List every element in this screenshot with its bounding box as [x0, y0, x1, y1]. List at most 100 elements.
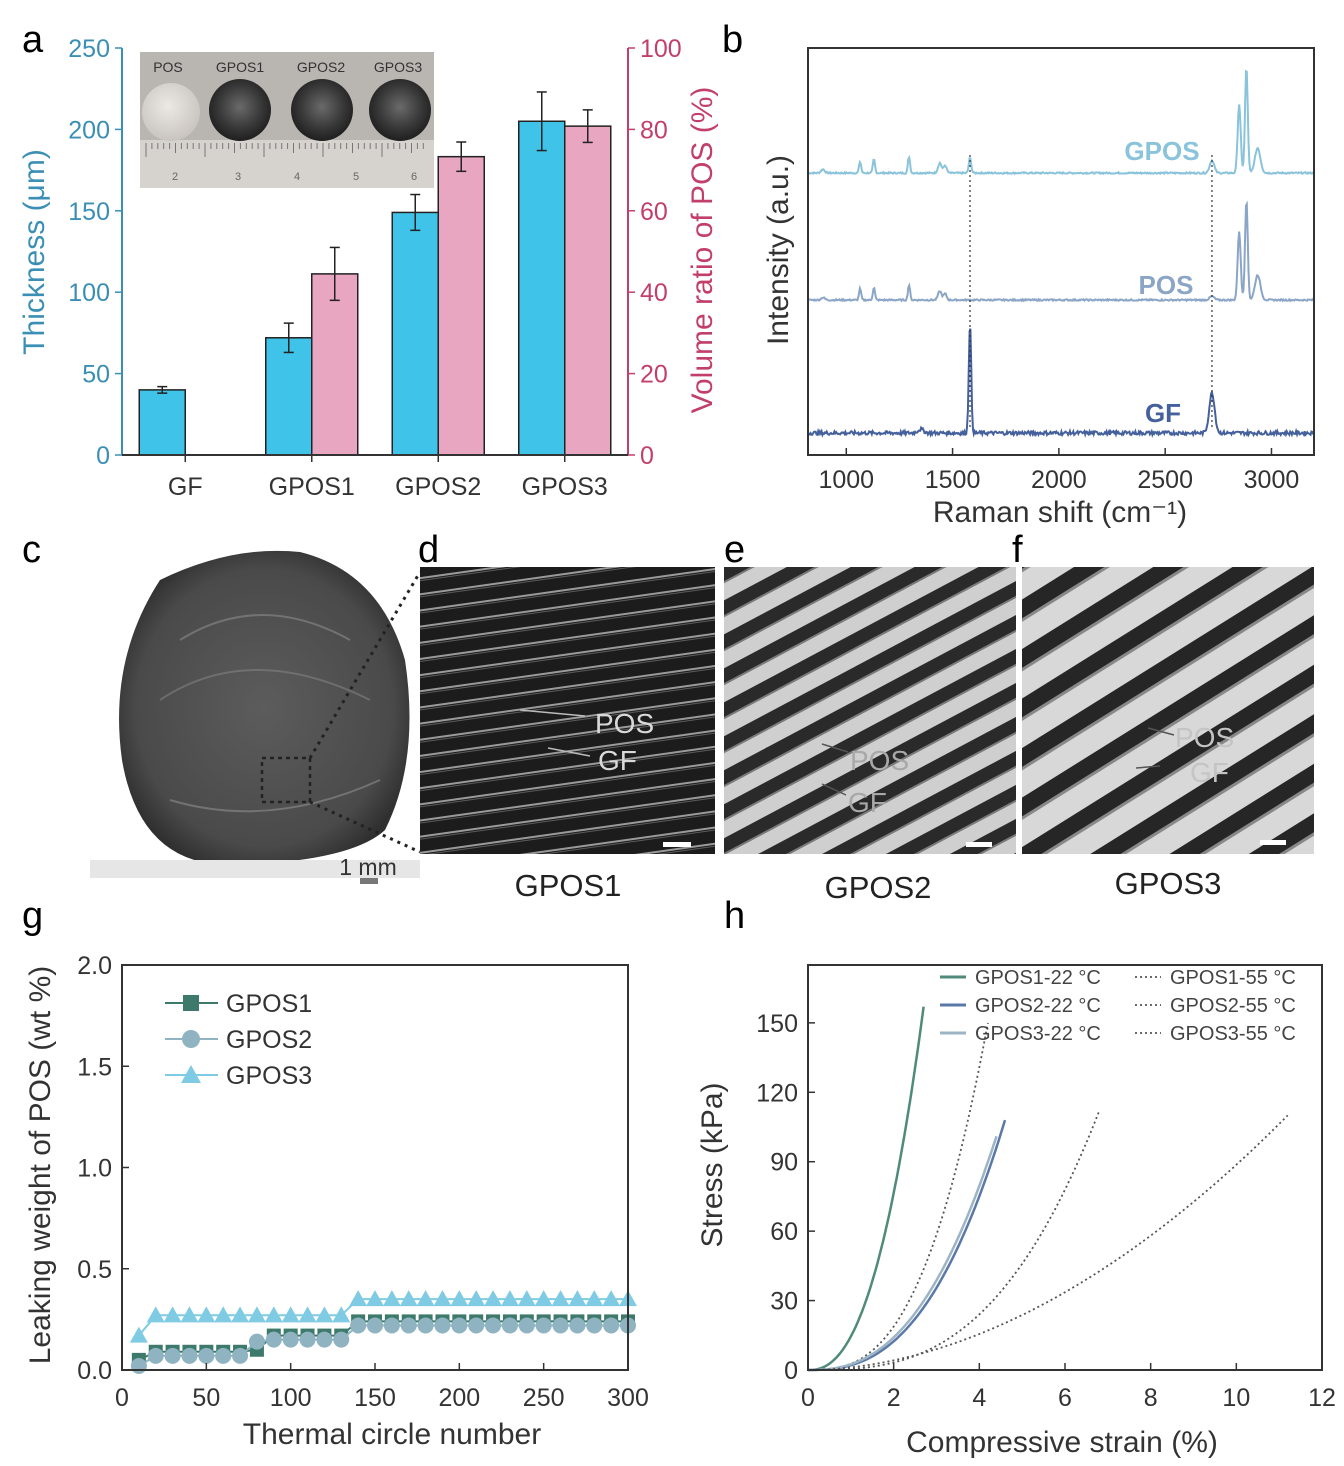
- marker-triangle: [416, 1290, 435, 1307]
- sem-label-pos-f: POS: [1175, 722, 1234, 753]
- panel-letter-g: g: [22, 895, 43, 937]
- bar-thickness-gf: [138, 389, 186, 456]
- marker-triangle: [366, 1290, 384, 1307]
- y2-tick-label: 40: [640, 279, 668, 307]
- legend-label-gpos2: GPOS2: [226, 1026, 312, 1054]
- x-tick-label: 2: [887, 1384, 901, 1412]
- panel-b-raman-chart: GPOS POS GF 1000 1500 2000 2500 3000 Raman shift…: [762, 47, 1315, 529]
- marker-triangle: [163, 1306, 182, 1323]
- inset-photo: 2 3 4 5 6 POS GPOS1 GPOS2 GPOS3: [140, 52, 434, 188]
- y-tick-label: 50: [82, 361, 110, 389]
- y-tick-label: 120: [756, 1079, 798, 1107]
- marker-circle: [501, 1317, 518, 1334]
- ruler-number-4: 4: [294, 171, 300, 183]
- marker-circle: [130, 1357, 147, 1374]
- sample-cross-section: [119, 550, 410, 865]
- ruler-number-2: 2: [172, 171, 178, 183]
- bar-thickness-gpos2: [391, 211, 439, 456]
- marker-circle: [299, 1331, 316, 1348]
- legend-marker-circle: [182, 1030, 200, 1048]
- pointer-pos-d: [519, 709, 586, 717]
- legend-label-gpos1: GPOS1: [226, 990, 312, 1018]
- y2-tick-label: 60: [640, 198, 668, 226]
- raman-line-gf: [807, 328, 1315, 439]
- marker-triangle: [585, 1290, 604, 1307]
- stress-curve-gpos2-22-c: [808, 1119, 1007, 1372]
- sem-label-gf-e: GF: [848, 787, 887, 818]
- marker-circle: [265, 1331, 282, 1348]
- marker-circle: [367, 1317, 383, 1334]
- marker-circle: [282, 1331, 299, 1348]
- marker-triangle: [197, 1306, 216, 1323]
- category-label-gf: GF: [168, 473, 203, 501]
- x-tick-label: 3000: [1244, 466, 1300, 494]
- ruler-number-6: 6: [411, 171, 417, 183]
- marker-triangle: [450, 1290, 469, 1307]
- zoom-box: [260, 756, 312, 804]
- marker-triangle: [332, 1306, 351, 1323]
- legend-label: GPOS1-22 °C: [975, 967, 1101, 989]
- sample-base-shadow: [90, 860, 420, 878]
- x-tick-label: 8: [1144, 1384, 1158, 1412]
- x-tick-label: 250: [523, 1384, 565, 1412]
- legend-marker-square: [183, 995, 199, 1011]
- plot-frame: [121, 964, 629, 1371]
- y-tick-label: 1.5: [77, 1053, 112, 1081]
- category-label-gpos1: GPOS1: [269, 473, 355, 501]
- y-axis-title: Intensity (a.u.): [762, 155, 795, 345]
- marker-circle: [147, 1347, 164, 1364]
- marker-triangle: [315, 1306, 334, 1323]
- legend-label: GPOS1-55 °C: [1170, 967, 1296, 989]
- panel-a-bar-chart: GF GPOS1 GPOS2 GPOS3 0 50 100 150 200 250 0 20 40 60 8…: [18, 35, 719, 501]
- x-tick-label: 0: [801, 1384, 815, 1412]
- sem-label-pos-e: POS: [850, 745, 909, 776]
- marker-triangle: [433, 1290, 452, 1307]
- raman-line-gpos: [807, 69, 1315, 176]
- category-label-gpos3: GPOS3: [522, 473, 608, 501]
- y-tick-label: 150: [756, 1010, 798, 1038]
- category-label-gpos2: GPOS2: [395, 473, 481, 501]
- bar-thickness-gpos1: [265, 337, 313, 456]
- sem-image-e: [724, 567, 1016, 854]
- inset-label-gpos1: GPOS1: [216, 59, 264, 75]
- y-tick-label: 0: [96, 442, 110, 470]
- legend-marker-triangle: [181, 1065, 201, 1083]
- y2-tick-label: 20: [640, 361, 668, 389]
- scale-bar-label: 1 mm: [339, 854, 397, 880]
- pointer-gf-f: [1135, 765, 1161, 769]
- legend-label: GPOS2-55 °C: [1170, 995, 1296, 1017]
- x-axis-title: Compressive strain (%): [906, 1426, 1218, 1459]
- x-tick-label: 6: [1058, 1384, 1072, 1412]
- legend-label: GPOS2-22 °C: [975, 995, 1101, 1017]
- y-tick-label: 30: [770, 1288, 798, 1316]
- legend-label-gpos3: GPOS3: [226, 1062, 312, 1090]
- panel-letter-a: a: [22, 19, 44, 61]
- panel-f-sem: POS GF GPOS3: [1022, 567, 1314, 901]
- y-tick-label: 100: [68, 279, 110, 307]
- sem-scale-bar-f: [1260, 840, 1286, 845]
- x-tick-label: 2000: [1031, 466, 1087, 494]
- sem-image-f: [1022, 567, 1314, 854]
- panel-letter-h: h: [724, 895, 745, 937]
- panel-letter-f: f: [1012, 529, 1023, 571]
- x-tick-label: 100: [270, 1384, 312, 1412]
- marker-triangle: [382, 1290, 401, 1307]
- marker-triangle: [247, 1306, 266, 1323]
- x-tick-label: 12: [1308, 1384, 1336, 1412]
- marker-triangle: [349, 1290, 368, 1307]
- marker-circle: [333, 1331, 350, 1348]
- x-tick-label: 300: [607, 1384, 649, 1412]
- y-tick-label: 90: [770, 1149, 798, 1177]
- stress-curve-gpos1-55-c: [808, 1022, 989, 1371]
- marker-circle: [198, 1347, 215, 1364]
- marker-circle: [485, 1317, 502, 1334]
- marker-triangle: [146, 1306, 165, 1323]
- marker-circle: [417, 1317, 434, 1334]
- marker-triangle: [298, 1306, 317, 1323]
- marker-circle: [586, 1317, 603, 1334]
- marker-triangle: [180, 1306, 199, 1323]
- marker-circle: [350, 1317, 367, 1334]
- x-axis-title: Thermal circle number: [243, 1418, 541, 1451]
- inset-label-pos: POS: [153, 59, 183, 75]
- marker-circle: [164, 1347, 181, 1364]
